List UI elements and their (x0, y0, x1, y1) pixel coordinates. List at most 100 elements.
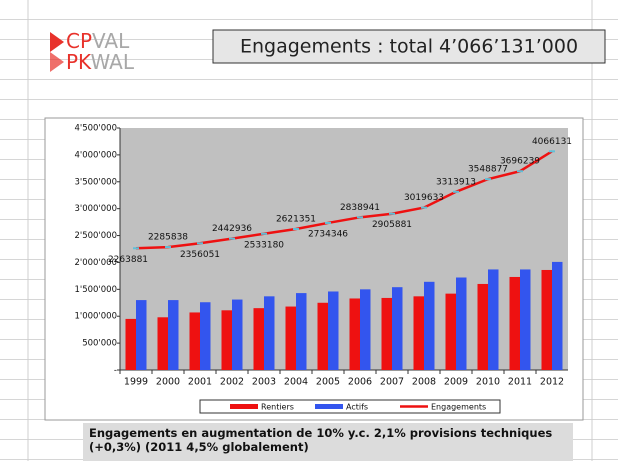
data-label: 2533180 (244, 240, 284, 250)
line-marker (421, 206, 427, 209)
x-tick-label: 2003 (252, 377, 276, 388)
bar (328, 291, 339, 370)
legend-box (199, 399, 501, 414)
chart: - 500'000 1'000'000 1'500'000 2'000'000 2'500… (74, 124, 572, 414)
y-tick-label: 4'500'000 (74, 124, 117, 134)
x-tick-label: 2007 (380, 377, 404, 388)
data-label: 2734346 (308, 229, 348, 239)
data-label: 4066131 (532, 137, 572, 147)
bar (232, 299, 243, 370)
line-marker (197, 242, 203, 245)
legend-label: Engagements (431, 403, 486, 412)
line-marker (485, 178, 491, 181)
bar (413, 296, 424, 370)
line-marker (325, 221, 331, 224)
bar (200, 302, 211, 370)
x-tick-label: 2005 (316, 377, 340, 388)
x-tick-label: 2008 (412, 377, 436, 388)
legend-label: Actifs (346, 403, 368, 412)
line-marker (133, 247, 139, 250)
y-tick-label: 2'500'000 (74, 231, 117, 241)
bar (296, 293, 307, 370)
slide-title: Engagements : total 4’066’131’000 (240, 36, 578, 58)
y-tick-label: 500'000 (82, 339, 117, 349)
logo-mark (50, 52, 64, 72)
line-marker (389, 212, 395, 215)
bar (520, 269, 531, 370)
x-tick-label: 2006 (348, 377, 372, 388)
line-series (135, 150, 553, 250)
bar (221, 310, 232, 370)
bar (264, 296, 275, 370)
x-tick-label: 2001 (188, 377, 212, 388)
bar (381, 297, 392, 370)
line-marker (549, 150, 555, 153)
bar (253, 308, 264, 370)
line-marker (261, 232, 267, 235)
x-tick-label: 2011 (508, 377, 532, 388)
bar (445, 293, 456, 370)
bar (136, 300, 147, 370)
x-tick-label: 2004 (284, 377, 308, 388)
caption: Engagements en augmentation de 10% y.c. … (83, 423, 573, 461)
data-label: 3548877 (468, 165, 508, 175)
legend-label: Rentiers (261, 403, 294, 412)
bar (456, 277, 467, 370)
data-label: 2838941 (340, 203, 380, 213)
bar (168, 300, 179, 370)
bar (392, 287, 403, 370)
line-marker (453, 190, 459, 193)
bar (317, 302, 328, 370)
bar (189, 312, 200, 370)
line-marker (357, 216, 363, 219)
legend-swatch (315, 404, 343, 409)
logo: CPVAL PKWAL (50, 29, 135, 74)
bar (157, 317, 168, 370)
logo-text: PK (66, 50, 92, 74)
y-tick-label: 1'500'000 (74, 285, 117, 295)
data-label: 2356051 (180, 250, 220, 260)
y-tick-label: 3'500'000 (74, 177, 117, 187)
line-marker (165, 246, 171, 249)
bar (509, 276, 520, 370)
x-tick-label: 2000 (156, 377, 180, 388)
legend-swatch (230, 404, 258, 409)
data-label: 2621351 (276, 215, 316, 225)
logo-text: PKWAL (66, 50, 135, 74)
logo-mark (50, 32, 64, 52)
logo-text: WAL (90, 50, 134, 74)
data-label: 3696239 (500, 157, 540, 167)
data-label: 3313913 (436, 177, 476, 187)
logo-text: CPVAL (66, 29, 130, 53)
y-tick-label: 2'000'000 (74, 258, 117, 268)
bar (424, 281, 435, 370)
y-tick-label: 3'000'000 (74, 204, 117, 214)
title-box (212, 29, 606, 64)
x-tick-label: 2009 (444, 377, 468, 388)
data-label: 2285838 (148, 233, 188, 243)
y-tick-label: - (114, 366, 117, 376)
bar (125, 318, 136, 370)
data-label: 3019633 (404, 193, 444, 203)
bar (349, 298, 360, 370)
x-tick-label: 2002 (220, 377, 244, 388)
logo-text: CP (66, 29, 92, 53)
x-tick-label: 2010 (476, 377, 500, 388)
bar (360, 289, 371, 370)
data-label: 2263881 (108, 255, 148, 265)
bar (552, 261, 563, 370)
x-tick-label: 1999 (124, 377, 148, 388)
bar (285, 306, 296, 370)
line-marker (293, 228, 299, 231)
y-tick-label: 4'000'000 (74, 150, 117, 160)
data-label: 2442936 (212, 224, 252, 234)
data-label: 2905881 (372, 220, 412, 230)
bar (477, 283, 488, 370)
bar (541, 269, 552, 370)
line-marker (517, 170, 523, 173)
line-marker (229, 237, 235, 240)
y-tick-label: 1'000'000 (74, 312, 117, 322)
x-tick-label: 2012 (540, 377, 564, 388)
